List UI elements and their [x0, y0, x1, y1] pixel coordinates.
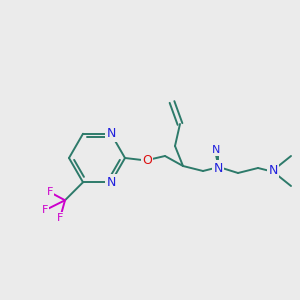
Text: N: N: [213, 161, 223, 175]
Text: F: F: [42, 205, 48, 215]
Text: F: F: [57, 213, 63, 223]
Text: F: F: [47, 187, 53, 197]
Text: N: N: [268, 164, 278, 178]
Text: N: N: [106, 127, 116, 140]
Text: N: N: [106, 176, 116, 189]
Text: O: O: [142, 154, 152, 166]
Text: N: N: [212, 145, 220, 155]
